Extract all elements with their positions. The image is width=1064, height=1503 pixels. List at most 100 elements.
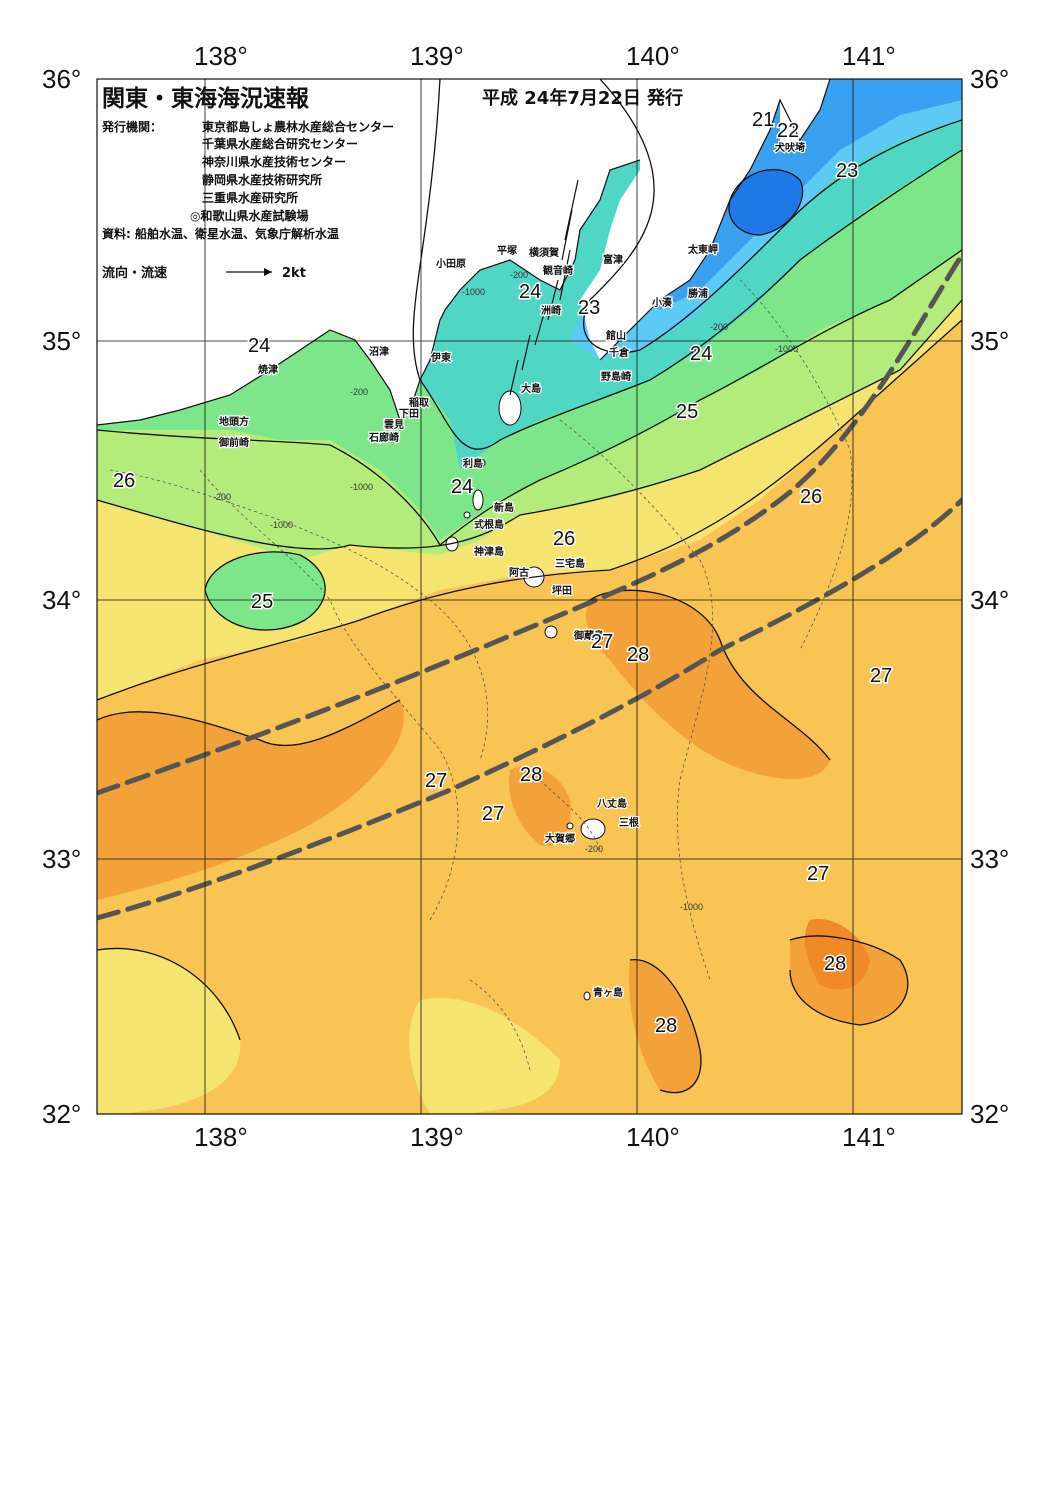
lon-label-bottom: 139° [410, 1122, 464, 1152]
isotherm-25 [97, 299, 962, 550]
zone-26-sw [97, 948, 241, 1114]
depth-contour-1000-d [469, 979, 531, 1071]
place-hachijojima: 八丈島 [596, 797, 627, 810]
isotherm-26-sw [97, 947, 241, 1041]
place-mikurajima: 御蔵島 [573, 629, 604, 642]
place-oshima: 大島 [521, 382, 541, 395]
publisher-1: 東京都島しょ農林水産総合センター [202, 119, 394, 134]
place-hiratsuka: 平塚 [497, 244, 517, 257]
lon-label-top: 140° [626, 41, 680, 71]
depth-contour-1000-c [739, 279, 853, 651]
isotherm-26 [97, 319, 962, 701]
land-kanagawa [440, 79, 640, 320]
temp-label: 26 [553, 528, 575, 550]
place-yaizu: 焼津 [258, 363, 278, 376]
island-toshima [476, 458, 486, 468]
lon-label-bottom: 140° [626, 1122, 680, 1152]
place-nojimazaki: 野島崎 [601, 370, 631, 383]
isotherms [97, 79, 962, 1094]
zone-28-b [97, 700, 404, 900]
lon-label-bottom: 141° [842, 1122, 896, 1152]
place-kumomi: 雲見 [384, 419, 404, 431]
island-hachijojima [580, 818, 606, 840]
lon-label-top: 138° [194, 41, 248, 71]
depth-label: -1000 [680, 902, 703, 912]
map-title: 関東・東海海況速報 [102, 85, 310, 112]
place-tateyama: 館山 [605, 329, 626, 342]
depth-contour-200-b [539, 779, 601, 851]
isotherm-27-b [97, 699, 401, 746]
isotherm-25-eddy [204, 551, 326, 631]
place-inubozaki: 犬吠埼 [775, 141, 805, 154]
zone-28-e [629, 959, 701, 1093]
place-kominato: 小湊 [651, 296, 673, 309]
lon-label-bottom: 138° [194, 1122, 248, 1152]
current-arrow [561, 209, 573, 261]
place-katsuura: 勝浦 [688, 287, 708, 300]
zone-20 [729, 169, 803, 235]
zone-28-a [586, 590, 830, 779]
land-shizuoka [97, 79, 440, 425]
lat-label-right: 32° [970, 1099, 1009, 1129]
depth-labels: -200 -1000 -200 -1000 -200 -1000 -200 -1… [213, 270, 798, 912]
place-shikinejima: 式根島 [474, 518, 504, 531]
place-niijima: 新島 [494, 501, 514, 514]
isotherm-27-a [589, 589, 831, 761]
depth-label: -1000 [462, 287, 485, 297]
map-frame [96, 78, 963, 1115]
island-shikinejima [463, 511, 471, 519]
place-odawara: 小田原 [435, 257, 466, 270]
depth-label: -200 [350, 387, 368, 397]
kuroshio-axis [97, 252, 962, 921]
isotherm-24 [97, 249, 962, 546]
lat-label-right: 36° [970, 64, 1009, 94]
island-niijima [472, 489, 484, 511]
legend-speed: 2kt [282, 266, 306, 281]
place-miyakejima: 三宅島 [555, 557, 585, 570]
place-sunosaki: 洲崎 [541, 304, 561, 317]
island-aogashima [583, 991, 591, 1001]
place-kozushima: 神津島 [474, 545, 504, 558]
temp-label: 26 [113, 470, 135, 492]
temp-label: 21 [752, 109, 774, 131]
place-ito: 伊東 [430, 351, 451, 364]
place-kannonzaki: 観音崎 [543, 264, 573, 277]
data-sources: 資料: 船舶水温、衛星水温、気象庁解析水温 [102, 226, 339, 241]
legend-arrow-icon [226, 268, 272, 276]
temp-label: 27 [425, 770, 447, 792]
island-mikurajima [544, 625, 558, 639]
current-arrow [534, 309, 546, 346]
isotherm-21 [728, 168, 804, 236]
depth-label: -200 [710, 322, 728, 332]
temp-label: 23 [578, 297, 600, 319]
place-tsubota: 坪田 [552, 584, 572, 597]
place-mitsune: 三根 [619, 816, 639, 829]
current-vectors [509, 179, 579, 396]
lat-label-right: 35° [970, 326, 1009, 356]
lat-label-left: 36° [42, 64, 81, 94]
place-shimoda: 下田 [399, 408, 419, 420]
lon-label-top: 139° [410, 41, 464, 71]
place-chikura: 千倉 [609, 346, 630, 359]
isotherm-22 [583, 79, 962, 354]
place-futtsu: 富津 [603, 253, 623, 266]
place-aogashima: 青ヶ島 [593, 986, 623, 999]
current-arrow [509, 359, 519, 396]
place-numazu: 沼津 [369, 345, 389, 358]
temp-label: 22 [777, 120, 799, 142]
depth-label: -200 [213, 492, 231, 502]
zone-29-core [804, 919, 870, 990]
publisher-6: ◎和歌山県水産試験場 [190, 208, 308, 223]
depth-label: -1000 [270, 520, 293, 530]
temp-label: 24 [451, 476, 473, 498]
temp-label: 28 [824, 953, 846, 975]
isotherm-28-a [789, 935, 909, 1026]
zone-25-eddy [205, 551, 326, 630]
depth-contour-1000-a [199, 469, 459, 921]
current-arrow [559, 249, 571, 301]
land-inubo [780, 79, 830, 150]
temp-label: 27 [591, 631, 613, 653]
temp-label: 23 [836, 160, 858, 182]
temp-label: 24 [690, 343, 712, 365]
